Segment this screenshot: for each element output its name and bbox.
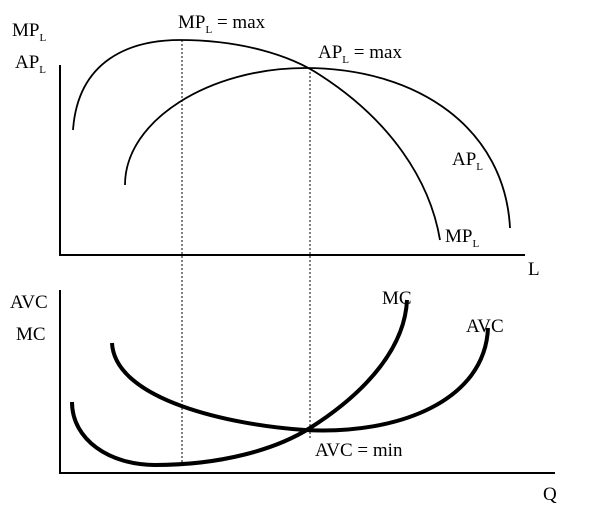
y-axis-label: AVC [10, 292, 48, 313]
guides [181, 40, 311, 465]
annotation: AVC = min [315, 440, 403, 461]
annotation: APL = max [318, 42, 402, 66]
avc-curve [110, 327, 490, 433]
curve-label: APL [452, 149, 483, 173]
y-axis-label: APL [15, 52, 46, 76]
curve-label: MC [382, 288, 412, 309]
label-main: MP [445, 226, 472, 247]
label-main: MP [178, 12, 205, 33]
label-rest: = max [349, 42, 402, 63]
mc-curve [70, 299, 409, 468]
y-axis-label: MC [16, 324, 46, 345]
annotation: MPL = max [178, 12, 266, 36]
label-sub: L [39, 32, 46, 44]
label-main: MP [12, 20, 39, 41]
label-main: AP [318, 42, 342, 63]
curve-label: MPL [445, 226, 479, 250]
mp-curve [72, 39, 441, 241]
label-sub: L [342, 54, 349, 66]
y-axis-label: MPL [12, 20, 46, 44]
label-main: AP [452, 149, 476, 170]
label-sub: L [476, 161, 483, 173]
label-main: AP [15, 52, 39, 73]
label-sub: L [39, 64, 46, 76]
ap-curve [124, 67, 511, 229]
label-sub: L [472, 238, 479, 250]
bottom-axes [59, 290, 555, 474]
label-sub: L [205, 24, 212, 36]
top-axes [59, 65, 525, 256]
axes [59, 65, 555, 474]
curve-label: AVC [466, 316, 504, 337]
x-axis-label: L [528, 259, 540, 280]
curves [70, 39, 511, 468]
label-rest: = max [212, 12, 265, 33]
x-axis-label: Q [543, 484, 557, 505]
